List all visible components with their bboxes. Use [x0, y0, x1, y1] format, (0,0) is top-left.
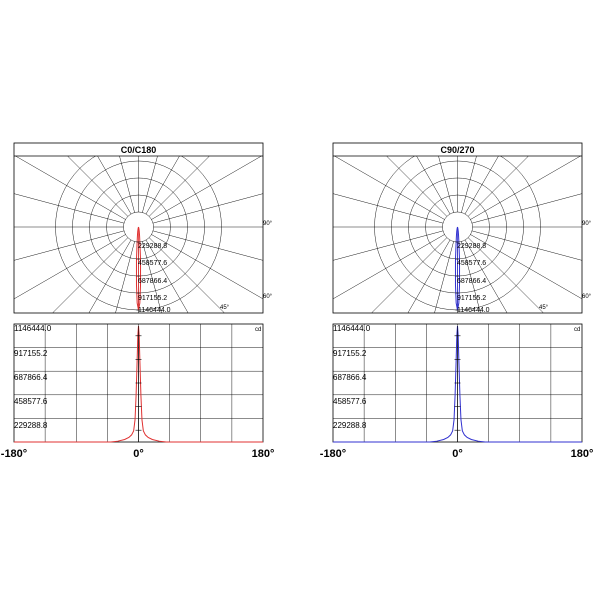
- polar-spoke-195: [333, 193, 444, 224]
- linear-x-label-zero-left: 0°: [133, 448, 144, 460]
- polar-spoke-30: [470, 234, 582, 300]
- polar-curve-group: [135, 226, 142, 311]
- linear-unit-right: cd: [574, 327, 580, 333]
- polar-spoke-120: [88, 239, 132, 313]
- linear-unit-left: cd: [255, 327, 261, 333]
- polar-spoke-135: [52, 237, 129, 313]
- c90-c270-panel: C90/270 229288.8 458577.6 687866.4 91715…: [320, 142, 594, 460]
- polar-spoke-60: [145, 239, 189, 313]
- polar-spoke-240: [97, 156, 132, 215]
- polar-angle-label-90: 90°: [582, 221, 592, 227]
- polar-angle-label-45: 45°: [220, 305, 230, 311]
- linear-y-label-2: 917155.2: [333, 349, 367, 358]
- polar-spoke-135: [371, 237, 448, 313]
- polar-spoke-240: [416, 156, 451, 215]
- polar-spoke-210: [334, 156, 445, 220]
- polar-spoke-120: [407, 239, 451, 313]
- polar-spoke-45: [148, 237, 225, 313]
- linear-x-label-max-right: 180°: [571, 448, 594, 460]
- polar-spoke-285: [142, 156, 158, 213]
- polar-grid-left: [14, 156, 263, 313]
- polar-spoke-225: [67, 156, 129, 217]
- polar-grid-lines: [14, 156, 263, 313]
- polar-spoke-165: [333, 230, 444, 261]
- polar-radial-label-1: 229288.8: [138, 243, 167, 250]
- polar-radial-label-4: 917155.2: [138, 295, 167, 302]
- polar-spoke-75: [461, 241, 481, 313]
- linear-x-label-max-left: 180°: [252, 448, 275, 460]
- polar-title-right: C90/270: [440, 145, 474, 155]
- polar-grid-right: [333, 156, 582, 313]
- polar-spoke-345: [152, 193, 263, 224]
- linear-y-label-2: 917155.2: [14, 349, 48, 358]
- polar-spoke-60: [464, 239, 508, 313]
- linear-y-label-3: 687866.4: [14, 373, 48, 382]
- polar-spoke-45: [467, 237, 544, 313]
- linear-x-label-zero-right: 0°: [452, 448, 463, 460]
- linear-y-label-3: 687866.4: [333, 373, 367, 382]
- polar-radial-label-2: 458577.6: [138, 260, 167, 267]
- polar-spoke-330: [470, 156, 581, 220]
- polar-curve-left: [135, 226, 142, 311]
- polar-spoke-285: [461, 156, 477, 213]
- polar-curve-right: [454, 226, 461, 311]
- polar-spoke-255: [119, 156, 135, 213]
- polar-spoke-210: [15, 156, 126, 220]
- polar-spoke-30: [151, 234, 263, 300]
- polar-spoke-300: [464, 156, 499, 215]
- linear-x-label-min-left: -180°: [1, 448, 27, 460]
- linear-x-label-min-right: -180°: [320, 448, 346, 460]
- linear-y-label-1: 1146444.0: [14, 324, 52, 333]
- polar-spoke-15: [471, 230, 582, 261]
- polar-spoke-195: [14, 193, 125, 224]
- polar-spoke-15: [152, 230, 263, 261]
- polar-spoke-315: [148, 156, 210, 217]
- polar-spoke-315: [467, 156, 529, 217]
- polar-spoke-105: [434, 241, 454, 313]
- polar-radial-label-5: 1146444.0: [457, 307, 490, 314]
- polar-angle-label-60: 60°: [582, 294, 592, 300]
- polar-spoke-75: [142, 241, 162, 313]
- polar-spoke-330: [151, 156, 262, 220]
- polar-radial-label-4: 917155.2: [457, 295, 486, 302]
- polar-spoke-345: [471, 193, 582, 224]
- polar-spoke-165: [14, 230, 125, 261]
- polar-angle-label-45: 45°: [539, 305, 549, 311]
- polar-spoke-105: [115, 241, 135, 313]
- polar-spoke-150: [14, 234, 126, 300]
- polar-radial-label-2: 458577.6: [457, 260, 486, 267]
- polar-title-left: C0/C180: [121, 145, 157, 155]
- polar-angle-label-60: 60°: [263, 294, 273, 300]
- linear-y-label-5: 229288.8: [333, 421, 367, 430]
- polar-radial-label-3: 687866.4: [457, 278, 486, 285]
- c0-c180-panel: C0/C180 229288.8 458577.6 687866.4 91715…: [1, 142, 275, 460]
- linear-y-label-4: 458577.6: [333, 397, 367, 406]
- polar-spoke-225: [386, 156, 448, 217]
- polar-radial-label-1: 229288.8: [457, 243, 486, 250]
- linear-y-label-1: 1146444.0: [333, 324, 371, 333]
- linear-y-label-4: 458577.6: [14, 397, 48, 406]
- polar-curve-group: [454, 226, 461, 311]
- polar-radial-label-5: 1146444.0: [138, 307, 171, 314]
- polar-grid-lines: [333, 156, 582, 313]
- polar-radial-label-3: 687866.4: [138, 278, 167, 285]
- polar-spoke-150: [333, 234, 445, 300]
- polar-spoke-300: [145, 156, 180, 215]
- linear-curve-left: [14, 325, 263, 443]
- linear-y-label-5: 229288.8: [14, 421, 48, 430]
- linear-curve-right: [333, 325, 582, 443]
- polar-spoke-255: [438, 156, 454, 213]
- polar-angle-label-90: 90°: [263, 221, 273, 227]
